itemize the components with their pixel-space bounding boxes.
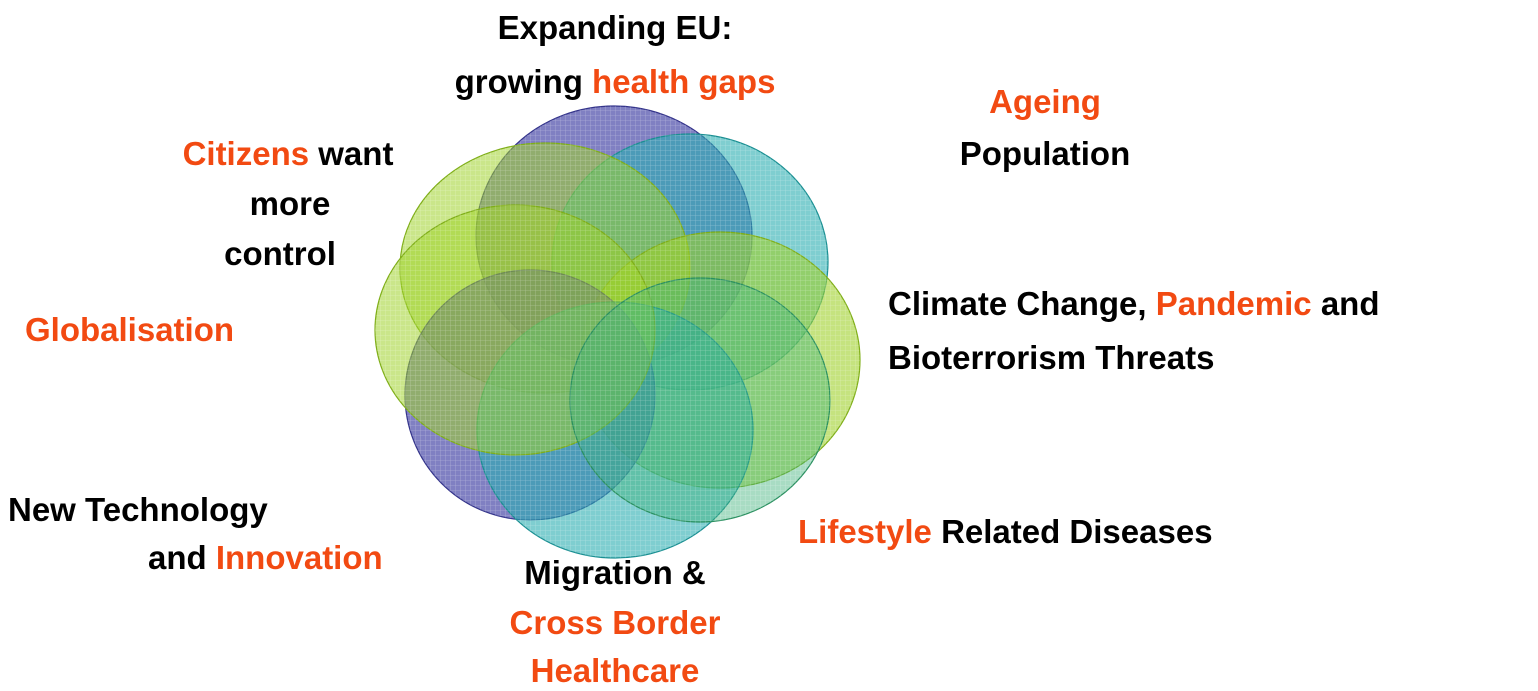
texture [370,100,860,570]
petals [370,100,860,570]
highlight-text: Healthcare [531,652,700,689]
label-line: Cross Border [510,603,721,643]
highlight-text: Citizens [183,135,310,172]
label-text: and [148,539,207,576]
page: Expanding EU: growing health gaps Ageing Po… [0,0,1538,690]
highlight-text: Cross Border [510,604,721,641]
label-line: Expanding EU: [498,8,733,48]
label-text: more [250,185,331,222]
label-line: control [224,234,336,274]
label-line: Healthcare [531,651,700,691]
label-line: New Technology [8,490,268,530]
label-line: Citizens want [183,134,394,174]
label-text: Bioterrorism Threats [888,339,1214,376]
label-text: New Technology [8,491,268,528]
label-line: Migration & [524,553,705,593]
label-text: Migration & [524,554,705,591]
label-text: and [1321,285,1380,322]
highlight-text: Lifestyle [798,513,932,550]
highlight-text: Pandemic [1156,285,1312,322]
label-line: growing health gaps [455,62,776,102]
label-text: control [224,235,336,272]
label-line: Population [960,134,1130,174]
highlight-text: health gaps [592,63,775,100]
highlight-text: Ageing [989,83,1101,120]
label-line: more [250,184,331,224]
label-text: growing [455,63,583,100]
label-line: Bioterrorism Threats [888,338,1214,378]
label-line: Globalisation [25,310,234,350]
label-line: and Innovation [148,538,383,578]
label-text: Expanding EU: [498,9,733,46]
label-line: Lifestyle Related Diseases [798,512,1213,552]
label-line: Climate Change, Pandemic and [888,284,1379,324]
label-text: Population [960,135,1130,172]
highlight-text: Innovation [216,539,383,576]
highlight-text: Globalisation [25,311,234,348]
label-text: want [318,135,393,172]
label-text: Climate Change, [888,285,1147,322]
label-line: Ageing [989,82,1101,122]
label-text: Related Diseases [941,513,1213,550]
